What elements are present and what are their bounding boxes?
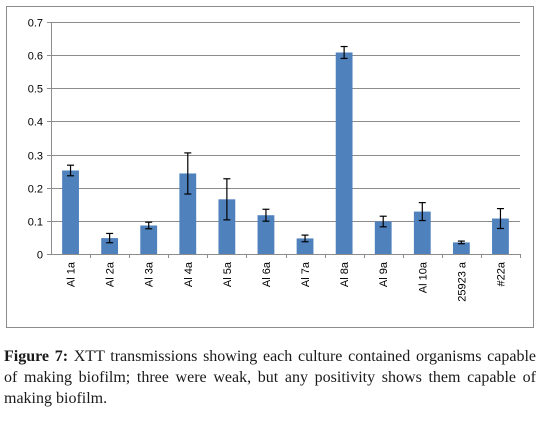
bar-5 <box>218 199 236 254</box>
error-bar-11 <box>457 240 465 245</box>
bar-9 <box>374 221 392 254</box>
caption-text: XTT transmissions showing each culture c… <box>4 348 537 407</box>
error-bar-2 <box>106 232 114 244</box>
bar-3 <box>140 225 158 254</box>
error-bar-10 <box>418 202 426 222</box>
error-bar-12 <box>496 207 504 230</box>
x-tick-label: 25923 a <box>456 261 468 302</box>
error-bar-1 <box>67 164 75 177</box>
bar-chart: 00.10.20.30.40.50.60.7 Al 1a Al 2a Al 3a Al… <box>28 18 521 302</box>
figure-caption: Figure 7: XTT transmissions showing each… <box>4 346 536 409</box>
x-tick-label: Al 9a <box>378 261 390 287</box>
bar-4 <box>179 173 197 254</box>
y-tick-label: 0.4 <box>28 117 43 129</box>
bar-12 <box>492 218 509 254</box>
caption-label: Figure 7: <box>4 348 69 365</box>
x-tick-label: Al 1a <box>66 261 78 287</box>
bar-1 <box>62 170 79 254</box>
bar-10 <box>413 211 431 254</box>
x-tick-label: Al 2a <box>105 261 117 287</box>
chart-frame: 0 0.1 0.2 0.3 0.4 0.5 0.6 0.7 Al 1a Al 2a Al 3a Al… <box>6 6 534 328</box>
bar-6 <box>257 215 275 254</box>
bar-8 <box>335 52 353 255</box>
y-tick-label: 0 <box>37 250 43 262</box>
x-tick-label: Al 5a <box>222 261 234 287</box>
error-bars <box>67 45 504 245</box>
bar-2 <box>101 238 119 254</box>
x-tick-label: Al 6a <box>261 261 273 287</box>
y-axis-ticks: 0 0.1 0.2 0.3 0.4 0.5 0.6 0.7 <box>28 18 51 262</box>
bar-7 <box>296 238 314 254</box>
x-tick-label: Al 3a <box>144 261 156 287</box>
x-tick-label: Al 8a <box>339 261 351 287</box>
error-bar-7 <box>301 234 309 243</box>
y-tick-label: 0.2 <box>28 184 43 196</box>
gridlines <box>51 22 520 222</box>
error-bar-3 <box>145 221 153 230</box>
x-tick-label: Al 4a <box>183 261 195 287</box>
x-axis-ticks: Al 1a Al 2a Al 3a Al 4a Al 5a Al 6a Al 7a Al 8a… <box>66 254 521 302</box>
axes <box>51 22 520 255</box>
error-bar-5 <box>223 178 231 221</box>
x-tick-label: Al 10a <box>417 261 429 293</box>
error-bar-9 <box>379 215 387 228</box>
error-bar-4 <box>184 152 192 195</box>
bars <box>62 52 509 255</box>
y-tick-label: 0.5 <box>28 84 43 96</box>
y-tick-label: 0.1 <box>28 217 43 229</box>
error-bar-6 <box>262 208 270 222</box>
error-bar-8 <box>340 45 348 60</box>
x-tick-label: #22a <box>495 261 507 286</box>
y-tick-label: 0.7 <box>28 18 43 30</box>
x-tick-label: Al 7a <box>300 261 312 287</box>
y-tick-label: 0.3 <box>28 151 43 163</box>
y-tick-label: 0.6 <box>28 51 43 63</box>
bar-11 <box>452 242 470 254</box>
